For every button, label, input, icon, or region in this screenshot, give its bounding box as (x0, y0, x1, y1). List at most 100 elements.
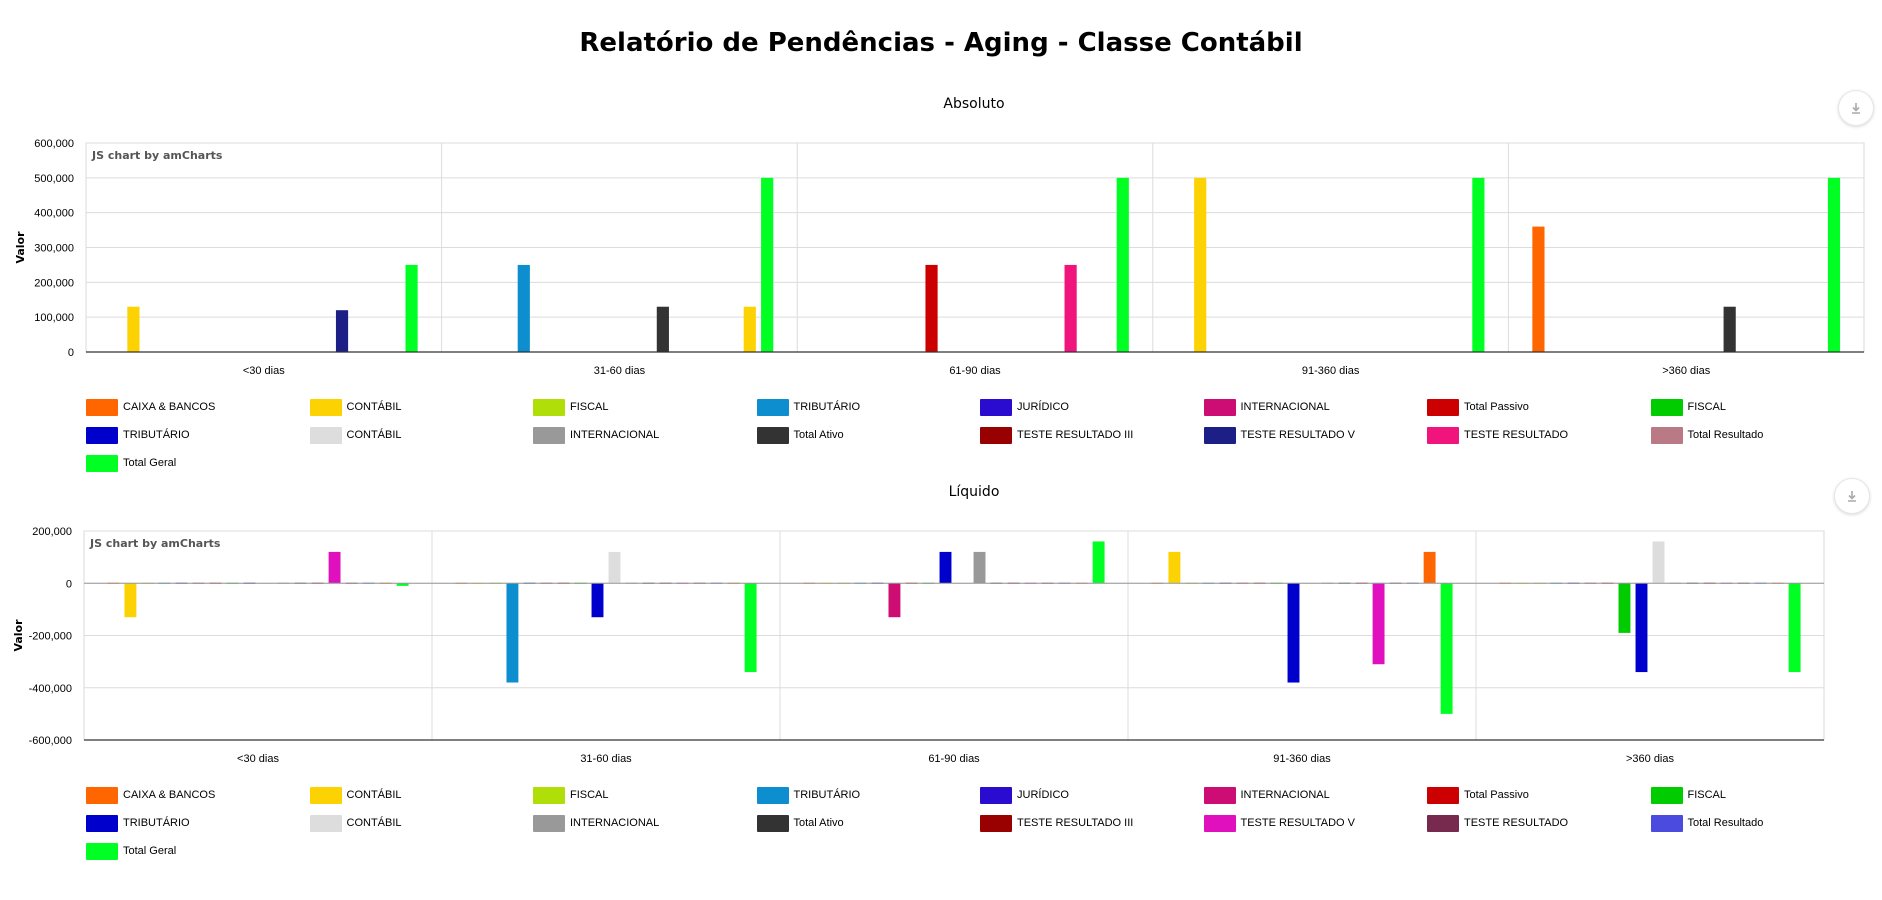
legend-label: TESTE RESULTADO V (1240, 817, 1356, 829)
legend-label: TESTE RESULTADO V (1240, 429, 1356, 441)
bar[interactable] (744, 583, 757, 673)
legend-swatch (533, 814, 565, 832)
legend-item[interactable]: Total Geral (86, 842, 176, 860)
x-tick-label: >360 dias (1662, 365, 1711, 377)
bar[interactable] (939, 551, 952, 584)
legend-item[interactable]: Total Ativo (756, 426, 844, 444)
bar[interactable] (925, 264, 938, 352)
bar[interactable] (1423, 551, 1436, 584)
bar[interactable] (1116, 177, 1129, 352)
bar[interactable] (1168, 551, 1181, 584)
legend-item[interactable]: CAIXA & BANCOS (86, 786, 215, 804)
chart-credit[interactable]: JS chart by amCharts (89, 537, 221, 550)
legend-item[interactable]: TESTE RESULTADO V (1203, 426, 1356, 444)
legend-swatch (86, 454, 118, 472)
bar[interactable] (1472, 177, 1485, 352)
legend-item[interactable]: TESTE RESULTADO (1427, 426, 1568, 444)
download-button-liquido[interactable] (1834, 478, 1870, 514)
y-tick-label: 0 (66, 578, 72, 590)
legend-item[interactable]: CONTÁBIL (309, 426, 402, 444)
download-icon (1848, 491, 1856, 502)
legend-item[interactable]: INTERNACIONAL (1203, 398, 1330, 416)
legend-item[interactable]: CONTÁBIL (309, 398, 402, 416)
bar[interactable] (1064, 264, 1077, 352)
legend-label: FISCAL (1687, 789, 1727, 801)
x-tick-label: <30 dias (243, 365, 285, 377)
legend-item[interactable]: TESTE RESULTADO (1427, 814, 1568, 832)
legend-item[interactable]: INTERNACIONAL (1203, 786, 1330, 804)
legend-item[interactable]: FISCAL (533, 398, 609, 416)
legend-item[interactable]: TESTE RESULTADO III (980, 426, 1133, 444)
x-tick-label: 61-90 dias (928, 753, 980, 765)
bar[interactable] (335, 310, 349, 352)
legend-item[interactable]: TRIBUTÁRIO (756, 786, 860, 804)
bar[interactable] (1827, 177, 1841, 352)
legend-item[interactable]: CONTÁBIL (309, 786, 402, 804)
legend-item[interactable]: TESTE RESULTADO V (1203, 814, 1356, 832)
legend-item[interactable]: INTERNACIONAL (533, 426, 659, 444)
bar[interactable] (888, 583, 901, 618)
legend-label: TRIBUTÁRIO (123, 429, 190, 441)
bar[interactable] (1618, 583, 1631, 633)
bar[interactable] (761, 177, 774, 352)
bar[interactable] (328, 551, 341, 584)
chart-credit[interactable]: JS chart by amCharts (91, 149, 223, 162)
legend-item[interactable]: TRIBUTÁRIO (86, 814, 190, 832)
legend-item[interactable]: Total Passivo (1427, 786, 1529, 804)
legend-item[interactable]: CAIXA & BANCOS (86, 398, 215, 416)
bar[interactable] (1652, 541, 1665, 584)
bar[interactable] (1532, 226, 1545, 352)
bar[interactable] (1788, 583, 1801, 673)
legend-item[interactable]: TESTE RESULTADO III (980, 814, 1133, 832)
legend-item[interactable]: TRIBUTÁRIO (86, 426, 190, 444)
legend-label: CAIXA & BANCOS (123, 789, 216, 801)
bar[interactable] (1287, 583, 1300, 683)
legend-item[interactable]: FISCAL (1650, 398, 1726, 416)
legend-swatch (1427, 814, 1459, 832)
bar[interactable] (124, 583, 137, 618)
legend-swatch (86, 814, 118, 832)
legend-item[interactable]: CONTÁBIL (309, 814, 402, 832)
legend-item[interactable]: Total Geral (86, 454, 176, 472)
download-button-absoluto[interactable] (1838, 90, 1874, 126)
legend-item[interactable]: Total Ativo (756, 814, 844, 832)
bar[interactable] (506, 583, 519, 683)
chart-title-liquido: Líquido (948, 484, 1000, 500)
legend-item[interactable]: FISCAL (533, 786, 609, 804)
bar[interactable] (1194, 177, 1207, 352)
bar[interactable] (1635, 583, 1648, 673)
bar[interactable] (1372, 583, 1385, 665)
bar[interactable] (517, 264, 530, 352)
bar[interactable] (591, 583, 604, 618)
legend-label: CONTÁBIL (346, 789, 402, 801)
legend-swatch (86, 398, 118, 416)
legend-swatch (1650, 814, 1683, 832)
legend-item[interactable]: JURÍDICO (980, 786, 1069, 804)
bar[interactable] (396, 583, 409, 586)
legend-label: JURÍDICO (1017, 789, 1069, 801)
bar[interactable] (656, 306, 669, 352)
bar[interactable] (973, 551, 986, 584)
bar[interactable] (608, 551, 621, 584)
y-tick-label: 600,000 (34, 138, 74, 150)
bar[interactable] (127, 306, 140, 352)
page-title: Relatório de Pendências - Aging - Classe… (579, 28, 1303, 58)
legend-item[interactable]: Total Resultado (1650, 426, 1763, 444)
bar[interactable] (743, 306, 756, 352)
legend-item[interactable]: INTERNACIONAL (533, 814, 659, 832)
bar[interactable] (1092, 541, 1105, 584)
legend-label: Total Geral (123, 457, 177, 469)
bar[interactable] (405, 264, 418, 352)
bar[interactable] (1723, 306, 1736, 352)
legend-item[interactable]: Total Passivo (1427, 398, 1529, 416)
legend-swatch (309, 398, 342, 416)
legend-swatch (1650, 426, 1683, 444)
legend-item[interactable]: FISCAL (1650, 786, 1727, 804)
legend-swatch (980, 814, 1012, 832)
legend-item[interactable]: Total Resultado (1650, 814, 1763, 832)
legend-swatch (309, 786, 342, 804)
bar[interactable] (1440, 583, 1453, 714)
legend-item[interactable]: JURÍDICO (980, 398, 1069, 416)
legend-item[interactable]: TRIBUTÁRIO (756, 398, 860, 416)
